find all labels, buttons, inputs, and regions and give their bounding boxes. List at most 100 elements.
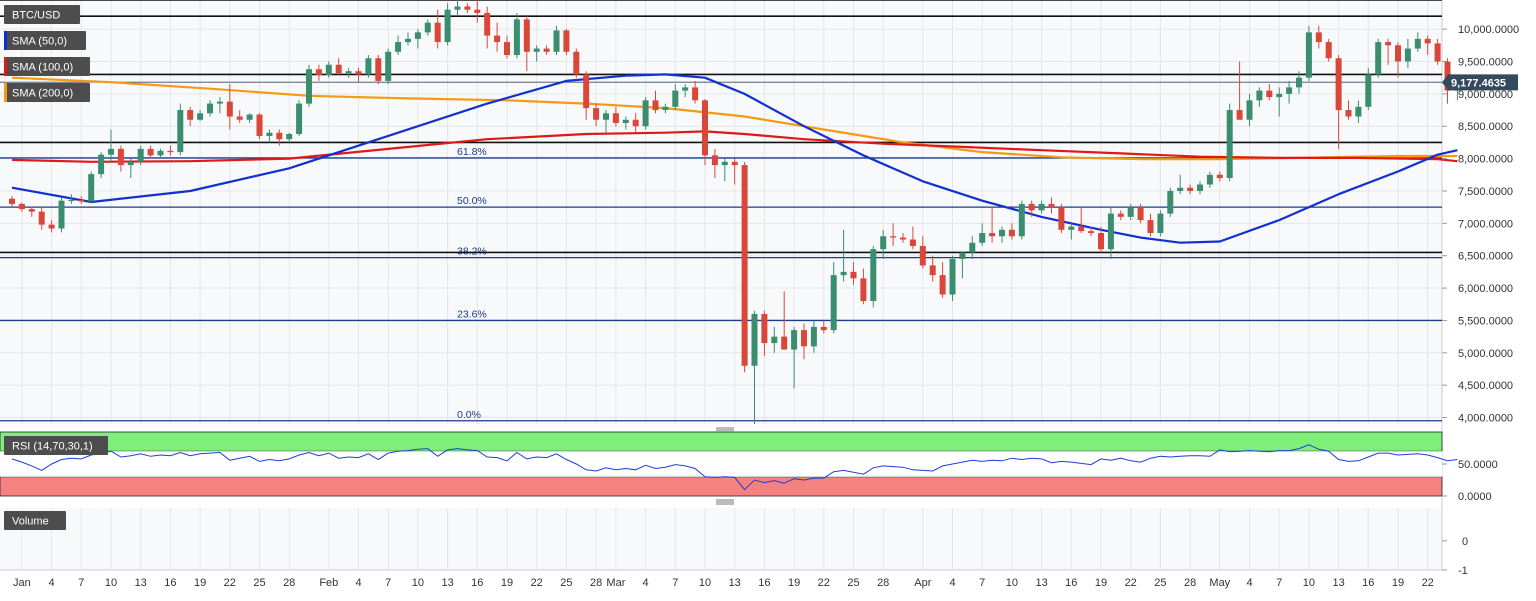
candle[interactable] — [1117, 210, 1124, 221]
candle[interactable] — [939, 262, 946, 298]
candle[interactable] — [1424, 35, 1431, 56]
candle[interactable] — [543, 45, 550, 56]
candle[interactable] — [751, 310, 758, 424]
candle[interactable] — [1197, 181, 1203, 195]
candle[interactable] — [583, 71, 590, 120]
candle[interactable] — [632, 113, 639, 133]
candle[interactable] — [533, 45, 540, 62]
candle[interactable] — [236, 110, 243, 123]
sma-50-line[interactable] — [11, 73, 1458, 244]
candle[interactable] — [1385, 38, 1392, 65]
candle[interactable] — [395, 35, 402, 56]
candle[interactable] — [1216, 171, 1223, 182]
candle[interactable] — [464, 3, 471, 13]
candle[interactable] — [88, 171, 95, 203]
candle[interactable] — [781, 291, 788, 350]
candle[interactable] — [810, 320, 817, 353]
candle[interactable] — [385, 48, 392, 85]
candle[interactable] — [771, 326, 778, 353]
candle[interactable] — [315, 64, 322, 81]
candle[interactable] — [1315, 25, 1322, 49]
candle[interactable] — [405, 32, 411, 46]
candle[interactable] — [642, 97, 649, 130]
candle[interactable] — [672, 84, 679, 111]
candle[interactable] — [929, 255, 936, 282]
sma-200-line[interactable] — [11, 76, 1458, 161]
candle[interactable] — [900, 233, 906, 243]
candle[interactable] — [147, 145, 154, 159]
candle[interactable] — [335, 58, 342, 75]
candle[interactable] — [791, 326, 798, 389]
candle[interactable] — [563, 29, 570, 56]
candle[interactable] — [919, 236, 926, 269]
candle[interactable] — [127, 158, 134, 179]
candle[interactable] — [1177, 174, 1184, 195]
candle[interactable] — [1028, 200, 1035, 217]
candle[interactable] — [345, 67, 352, 78]
candle[interactable] — [820, 320, 827, 334]
price-pane-resize-handle[interactable] — [716, 427, 734, 433]
candle[interactable] — [1018, 200, 1025, 240]
candle[interactable] — [28, 206, 35, 217]
candle[interactable] — [850, 262, 857, 285]
candle[interactable] — [454, 0, 461, 17]
candle[interactable] — [1355, 100, 1362, 123]
candle[interactable] — [622, 116, 629, 130]
candle[interactable] — [801, 323, 807, 360]
sma-100-line[interactable] — [11, 130, 1458, 163]
candle[interactable] — [553, 25, 560, 56]
rsi-pane-resize-handle[interactable] — [716, 499, 734, 505]
candle[interactable] — [444, 3, 451, 46]
candle[interactable] — [1345, 100, 1352, 120]
candle[interactable] — [989, 207, 996, 243]
candle[interactable] — [1127, 203, 1134, 221]
candle[interactable] — [117, 145, 124, 172]
candle[interactable] — [909, 226, 916, 250]
candle[interactable] — [682, 84, 689, 98]
candle[interactable] — [246, 113, 253, 123]
candle[interactable] — [434, 9, 441, 49]
candle[interactable] — [1296, 71, 1302, 94]
candle[interactable] — [692, 80, 699, 104]
candle[interactable] — [1276, 87, 1283, 117]
candle[interactable] — [1395, 42, 1401, 78]
candle[interactable] — [1048, 197, 1055, 214]
candle[interactable] — [1375, 38, 1382, 78]
candle[interactable] — [167, 145, 174, 156]
candle[interactable] — [375, 55, 382, 85]
candle[interactable] — [603, 110, 609, 133]
candle[interactable] — [108, 129, 114, 162]
candle[interactable] — [474, 0, 481, 23]
candle[interactable] — [593, 103, 600, 127]
candle[interactable] — [355, 67, 362, 83]
candle[interactable] — [702, 99, 708, 166]
candle[interactable] — [306, 64, 312, 107]
candle[interactable] — [157, 148, 164, 159]
candle[interactable] — [78, 196, 85, 204]
candle[interactable] — [216, 97, 223, 114]
candle[interactable] — [1256, 87, 1263, 107]
candle[interactable] — [1157, 210, 1164, 237]
candle[interactable] — [9, 196, 15, 208]
candle[interactable] — [1068, 223, 1075, 240]
candle[interactable] — [296, 100, 303, 136]
candle[interactable] — [1008, 223, 1015, 240]
candle[interactable] — [1137, 203, 1144, 224]
candle[interactable] — [187, 106, 194, 127]
candle[interactable] — [1266, 84, 1273, 101]
candle[interactable] — [266, 129, 273, 143]
candle[interactable] — [207, 100, 213, 117]
candle[interactable] — [652, 90, 659, 114]
candle[interactable] — [98, 152, 105, 179]
candle[interactable] — [197, 110, 204, 122]
candle[interactable] — [959, 252, 966, 279]
candle[interactable] — [1088, 226, 1095, 237]
candle[interactable] — [870, 245, 877, 308]
candle[interactable] — [38, 207, 45, 230]
candle[interactable] — [1147, 213, 1154, 237]
candle[interactable] — [721, 158, 728, 182]
candle[interactable] — [1246, 93, 1253, 127]
candle[interactable] — [1325, 38, 1332, 62]
candle[interactable] — [1187, 184, 1194, 195]
